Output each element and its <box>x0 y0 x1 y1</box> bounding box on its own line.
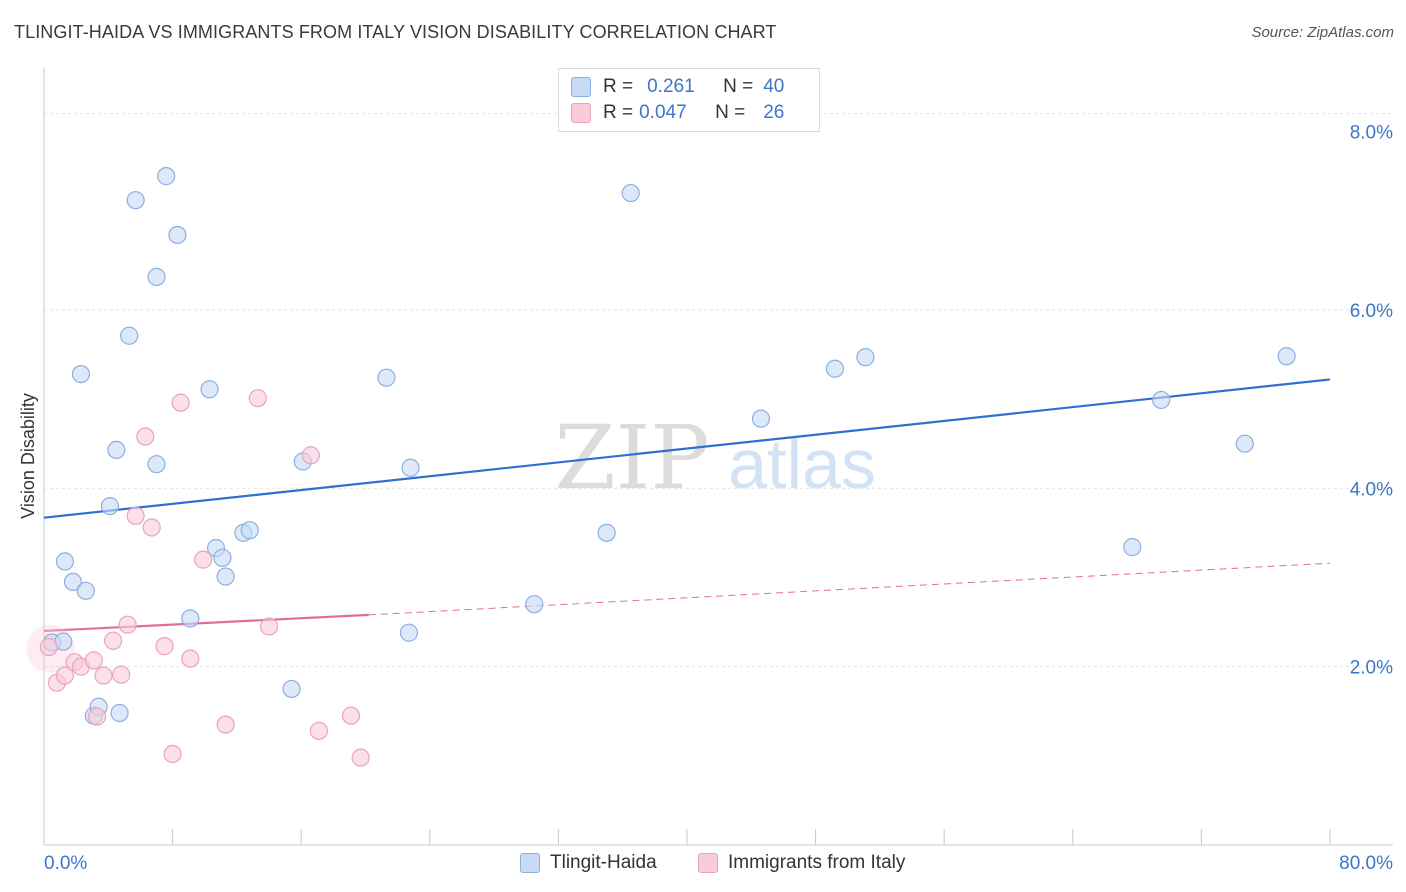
italy-point <box>216 715 235 734</box>
italy-point <box>112 665 131 684</box>
tlingit-haida-point <box>1235 434 1254 453</box>
tick-labels: 2.0% 4.0% 6.0% 8.0% 0.0% 80.0% <box>44 123 1393 874</box>
axes <box>43 68 1393 846</box>
italy-point <box>136 427 155 446</box>
legend-label: Immigrants from Italy <box>728 852 906 873</box>
tlingit-haida-point <box>216 567 235 586</box>
y-axis-label: Vision Disability <box>18 393 38 519</box>
stats-swatch-pink <box>571 103 591 123</box>
tlingit-haida-point <box>181 609 200 628</box>
tlingit-haida-point <box>147 267 166 286</box>
tlingit-haida-point <box>55 552 74 571</box>
stats-row-italy: R = 0.047 N = 26 <box>571 101 785 125</box>
italy-point <box>104 631 123 650</box>
italy-point <box>163 744 182 764</box>
italy-point <box>87 707 107 726</box>
r-value: 0.047 <box>639 102 687 123</box>
legend-label: Tlingit-Haida <box>550 852 657 873</box>
source-credit: Source: ZipAtlas.com <box>1251 24 1394 41</box>
r-label: R = <box>603 76 634 97</box>
stats-row-tlingit-haida: R = 0.261 N = 40 <box>571 75 785 99</box>
tlingit-haida-point <box>63 572 83 592</box>
stats-legend: R = 0.261 N = 40 R = 0.047 N = 26 <box>558 68 820 132</box>
tlingit-haida-point <box>1152 390 1171 410</box>
tlingit-haida-point <box>126 191 145 210</box>
n-value: 40 <box>763 76 785 97</box>
italy-point <box>55 666 74 685</box>
tlingit-haida-point <box>147 455 166 474</box>
tlingit-haida-point <box>282 679 301 699</box>
legend-swatch-blue <box>520 853 540 873</box>
tlingit-haida-point <box>157 167 176 186</box>
tlingit-haida-point <box>621 183 640 203</box>
y-tick-label: 4.0% <box>1350 479 1393 500</box>
watermark-zip: ZIP <box>554 406 709 509</box>
y-tick-label: 6.0% <box>1350 301 1393 322</box>
tlingit-haida-point <box>1277 347 1296 366</box>
italy-point <box>248 389 267 408</box>
legend-item-immigrants-from-italy[interactable]: Immigrants from Italy <box>698 852 905 874</box>
italy-point <box>126 506 145 526</box>
tlingit-haida-point <box>168 225 187 245</box>
tlingit-haida-point <box>377 368 396 387</box>
x-tick-label: 80.0% <box>1339 853 1393 874</box>
tlingit-haida-point <box>525 595 544 614</box>
tlingit-haida-point <box>751 409 771 428</box>
tlingit-haida-point <box>856 348 875 367</box>
tlingit-haida-point <box>110 703 129 723</box>
italy-point <box>351 748 370 767</box>
tlingit-haida-point <box>1123 538 1142 557</box>
r-label: R = <box>603 102 634 123</box>
tlingit-haida-point <box>100 496 120 516</box>
chart-title: TLINGIT-HAIDA VS IMMIGRANTS FROM ITALY V… <box>14 22 777 42</box>
italy-trend-line <box>43 613 369 633</box>
y-tick-label: 2.0% <box>1350 658 1393 679</box>
tlingit-haida-point <box>71 364 91 384</box>
data-points <box>26 167 1296 767</box>
tlingit-haida-trend-line <box>43 378 1331 519</box>
italy-trend-line-dashed <box>368 562 1331 616</box>
y-tick-label: 8.0% <box>1350 123 1393 144</box>
tlingit-haida-point <box>200 380 219 399</box>
r-value: 0.261 <box>647 76 695 97</box>
tlingit-haida-point <box>120 326 139 345</box>
n-value: 26 <box>763 102 785 123</box>
tlingit-haida-point <box>399 623 419 642</box>
italy-point <box>181 649 200 668</box>
tlingit-haida-point <box>76 581 95 600</box>
italy-point <box>155 637 174 656</box>
n-label: N = <box>715 102 746 123</box>
legend-swatch-pink <box>698 853 718 873</box>
italy-point <box>142 518 161 537</box>
series-legend: Tlingit-Haida Immigrants from Italy <box>0 848 1406 880</box>
italy-point <box>341 706 361 725</box>
n-label: N = <box>723 76 754 97</box>
tlingit-haida-point <box>213 548 232 567</box>
x-tick-label: 0.0% <box>44 853 87 874</box>
zipatlas-watermark: ZIP atlas <box>554 406 876 509</box>
italy-point <box>84 651 103 670</box>
tlingit-haida-point <box>401 458 420 477</box>
tlingit-haida-point <box>597 523 616 542</box>
tlingit-haida-point <box>107 440 126 460</box>
watermark-atlas: atlas <box>728 425 876 503</box>
legend-item-tlingit-haida[interactable]: Tlingit-Haida <box>520 852 657 874</box>
italy-point <box>171 393 190 412</box>
tlingit-haida-point <box>825 359 844 378</box>
italy-point <box>118 615 137 634</box>
italy-point <box>301 446 320 465</box>
stats-swatch-blue <box>571 77 591 97</box>
italy-point <box>94 666 113 685</box>
italy-point <box>194 550 213 569</box>
italy-point <box>39 637 58 657</box>
italy-point <box>309 721 328 740</box>
tlingit-haida-point <box>240 521 259 540</box>
gridlines <box>44 113 1393 668</box>
italy-point <box>259 617 279 636</box>
